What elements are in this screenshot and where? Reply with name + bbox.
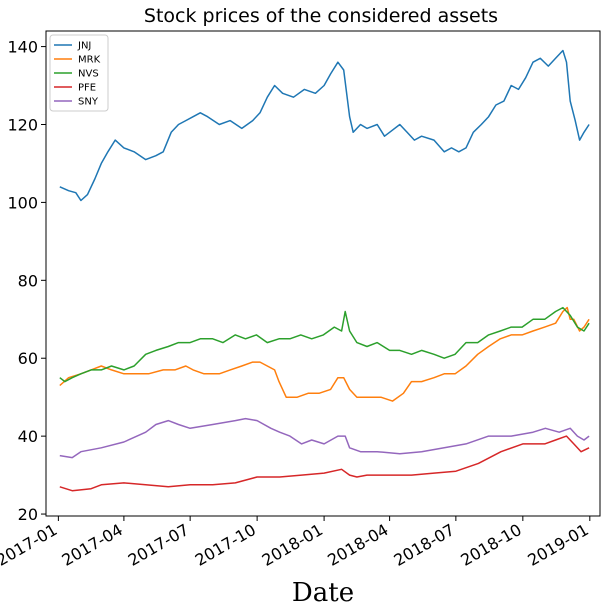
series-line-sny xyxy=(59,417,590,459)
plot-frame xyxy=(45,30,601,517)
x-tick-label: 2018-04 xyxy=(324,520,391,570)
y-tick-label: 120 xyxy=(7,115,38,134)
x-tick-label: 2017-07 xyxy=(125,520,192,570)
x-tick-label: 2018-10 xyxy=(457,520,524,570)
y-tick-label: 40 xyxy=(18,427,38,446)
series-layer xyxy=(59,49,590,492)
chart-title: Stock prices of the considered assets xyxy=(144,5,498,27)
legend-label-jnj: JNJ xyxy=(77,41,91,52)
y-tick-label: 60 xyxy=(18,349,38,368)
x-tick-label: 2018-07 xyxy=(390,520,457,570)
y-axis: 20 40 60 80 100 120 140 xyxy=(7,38,46,524)
legend-label-sny: SNY xyxy=(78,97,99,108)
legend: JNJ MRK NVS PFE SNY xyxy=(49,34,109,112)
x-tick-label: 2017-04 xyxy=(58,520,125,570)
series-line-mrk xyxy=(59,306,590,402)
x-tick-label: 2017-01 xyxy=(0,520,60,570)
series-line-jnj xyxy=(59,49,590,202)
x-tick-label: 2017-10 xyxy=(192,520,259,570)
y-tick-label: 140 xyxy=(7,38,38,57)
legend-box xyxy=(49,34,109,112)
x-tick-label: 2019-01 xyxy=(524,520,591,570)
series-line-pfe xyxy=(59,435,590,492)
y-tick-label: 20 xyxy=(18,505,38,524)
x-axis-title: Date xyxy=(292,578,354,606)
series-line-nvs xyxy=(59,306,590,383)
legend-label-mrk: MRK xyxy=(78,55,101,66)
y-tick-label: 100 xyxy=(7,193,38,212)
y-tick-label: 80 xyxy=(18,271,38,290)
legend-label-nvs: NVS xyxy=(78,69,99,80)
legend-label-pfe: PFE xyxy=(78,83,96,94)
x-tick-label: 2018-01 xyxy=(259,520,326,570)
